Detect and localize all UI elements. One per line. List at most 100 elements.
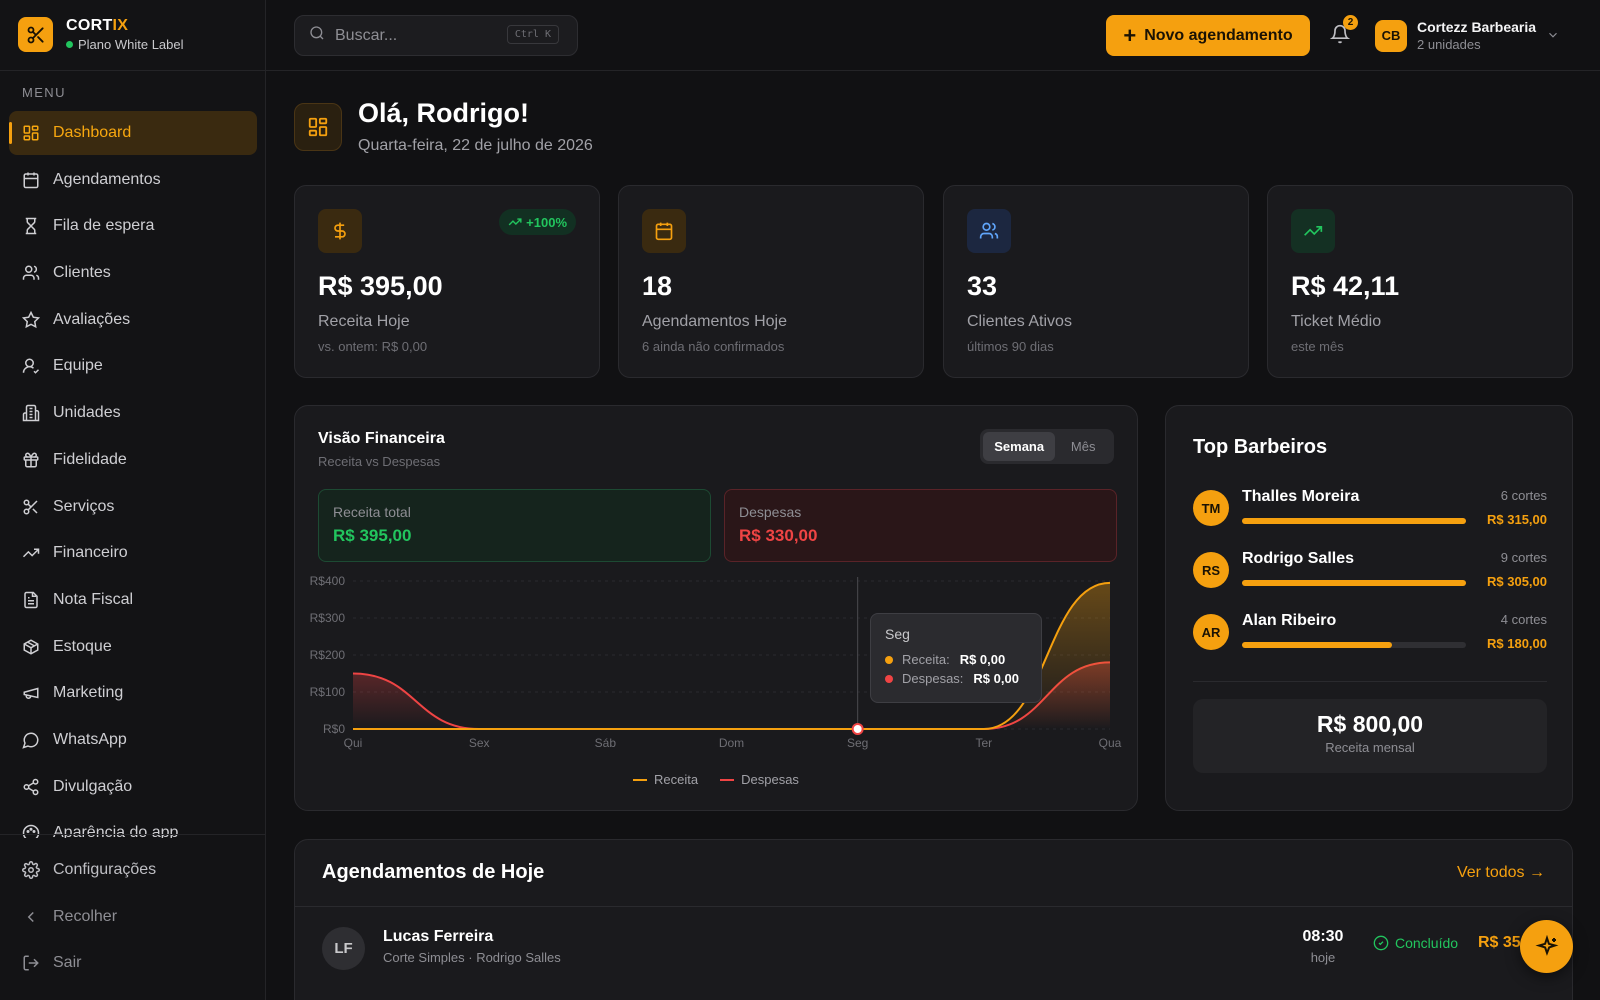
- monthly-revenue-box: R$ 800,00 Receita mensal: [1193, 699, 1547, 773]
- x-tick-label: Seg: [847, 736, 868, 750]
- summary-value: R$ 395,00: [333, 526, 412, 545]
- stat-sub: 6 ainda não confirmados: [642, 339, 785, 354]
- toggle-month[interactable]: Mês: [1070, 439, 1096, 454]
- progress-track: [1242, 642, 1466, 648]
- sidebar-item-label: Fidelidade: [53, 450, 127, 468]
- account-name: Cortezz Barbearia: [1417, 19, 1537, 35]
- progress-fill: [1242, 518, 1466, 524]
- sidebar-item-fila-de-espera[interactable]: Fila de espera: [9, 204, 257, 248]
- monthly-revenue-value: R$ 800,00: [1316, 711, 1424, 737]
- new-appointment-button[interactable]: + Novo agendamento: [1106, 15, 1310, 56]
- stat-label: Agendamentos Hoje: [642, 313, 787, 330]
- sidebar-item-whatsapp[interactable]: WhatsApp: [9, 718, 257, 762]
- chevron-down-icon[interactable]: [1546, 28, 1560, 47]
- legend-item-expenses[interactable]: Despesas: [720, 772, 799, 787]
- divider: [0, 70, 266, 71]
- ai-assistant-button[interactable]: [1520, 920, 1573, 973]
- barber-row[interactable]: TM Thalles Moreira 6 cortes R$ 315,00: [1193, 488, 1547, 534]
- page-title: Olá, Rodrigo!: [358, 98, 529, 128]
- stat-value: R$ 395,00: [318, 271, 443, 301]
- sidebar-item-nota-fiscal[interactable]: Nota Fiscal: [9, 578, 257, 622]
- stat-value: 18: [642, 271, 673, 301]
- sidebar-item-clientes[interactable]: Clientes: [9, 251, 257, 295]
- sidebar-item-avaliacoes[interactable]: Avaliações: [9, 298, 257, 342]
- megaphone-icon: [22, 684, 40, 702]
- search-input[interactable]: [335, 26, 505, 45]
- scissors-icon: [22, 498, 40, 516]
- calendar-icon: [642, 209, 686, 253]
- appointment-day: hoje: [1310, 950, 1336, 965]
- hourglass-icon: [22, 217, 40, 235]
- expense-summary: Despesas R$ 330,00: [724, 489, 1117, 562]
- barber-cuts: 9 cortes: [1500, 550, 1547, 565]
- sidebar-item-label: Avaliações: [53, 310, 131, 328]
- monthly-revenue-label: Receita mensal: [1325, 740, 1415, 755]
- sidebar-item-configuracoes[interactable]: Configurações: [9, 848, 257, 892]
- sidebar-item-label: Financeiro: [53, 544, 128, 562]
- legend-item-revenue[interactable]: Receita: [633, 772, 698, 787]
- y-tick-label: R$300: [310, 611, 346, 625]
- plus-icon: +: [1123, 22, 1137, 48]
- sparkles-icon: [1534, 934, 1558, 956]
- sidebar-item-financeiro[interactable]: Financeiro: [9, 531, 257, 575]
- search-shortcut-hint: Ctrl K: [506, 25, 559, 44]
- dashboard-icon: [294, 103, 342, 151]
- sidebar-bottom: Configurações Recolher Sair: [0, 834, 266, 988]
- plan-label: Plano White Label: [66, 37, 184, 52]
- sidebar-nav: Dashboard Agendamentos Fila de espera Cl…: [9, 111, 257, 838]
- sidebar-item-marketing[interactable]: Marketing: [9, 671, 257, 715]
- barber-name: Thalles Moreira: [1242, 488, 1360, 505]
- barber-name: Alan Ribeiro: [1242, 612, 1337, 629]
- avatar: RS: [1193, 552, 1229, 588]
- sidebar-item-label: Nota Fiscal: [53, 590, 134, 608]
- x-tick-label: Ter: [975, 736, 992, 750]
- collapse-sidebar-button[interactable]: Recolher: [9, 895, 257, 939]
- divider: [295, 906, 1572, 907]
- panel-title: Visão Financeira: [318, 430, 445, 447]
- stat-sub: vs. ontem: R$ 0,00: [318, 339, 428, 354]
- sidebar-item-dashboard[interactable]: Dashboard: [9, 111, 257, 155]
- trending-up-icon: [508, 218, 522, 226]
- barber-row[interactable]: RS Rodrigo Salles 9 cortes R$ 305,00: [1193, 550, 1547, 596]
- finance-chart[interactable]: R$0 R$100 R$200 R$300 R$400 Qui Sex Sáb Dom Seg Te…: [295, 571, 1139, 761]
- sidebar-item-unidades[interactable]: Unidades: [9, 391, 257, 435]
- top-barbers-panel: Top Barbeiros TM Thalles Moreira 6 corte…: [1165, 405, 1573, 811]
- sidebar-item-equipe[interactable]: Equipe: [9, 344, 257, 388]
- account-menu[interactable]: CB Cortezz Barbearia 2 unidades: [1375, 19, 1536, 52]
- stat-card-active-clients: 33 Clientes Ativos últimos 90 dias: [943, 185, 1249, 378]
- page-date: Quarta-feira, 22 de julho de 2026: [358, 137, 593, 154]
- x-tick-label: Sex: [469, 736, 490, 750]
- progress-track: [1242, 518, 1466, 524]
- brand[interactable]: CORTIX Plano White Label: [18, 17, 184, 52]
- barber-row[interactable]: AR Alan Ribeiro 4 cortes R$ 180,00: [1193, 612, 1547, 658]
- avatar: LF: [322, 927, 365, 970]
- search-icon: [309, 25, 325, 46]
- series-line-receita: [352, 581, 1111, 730]
- search-box[interactable]: Ctrl K: [294, 15, 578, 56]
- sidebar-item-estoque[interactable]: Estoque: [9, 625, 257, 669]
- appointment-row[interactable]: LF Lucas Ferreira Corte Simples · Rodrig…: [295, 907, 1572, 987]
- barber-amount: R$ 305,00: [1487, 574, 1547, 589]
- bell-icon[interactable]: [1329, 24, 1352, 46]
- sidebar-item-label: Marketing: [53, 684, 124, 702]
- stat-card-revenue: +100% R$ 395,00 Receita Hoje vs. ontem: …: [294, 185, 600, 378]
- sidebar-item-agendamentos[interactable]: Agendamentos: [9, 158, 257, 202]
- see-all-link[interactable]: Ver todos →: [1456, 864, 1545, 881]
- avatar: CB: [1375, 19, 1407, 52]
- sidebar-item-label: Divulgação: [53, 777, 133, 795]
- divider: [1193, 681, 1547, 682]
- y-tick-label: R$200: [310, 648, 346, 662]
- x-tick-label: Dom: [719, 736, 744, 750]
- y-tick-label: R$0: [323, 722, 345, 736]
- user-check-icon: [22, 357, 40, 375]
- sidebar-item-label: WhatsApp: [53, 730, 127, 748]
- toggle-week[interactable]: Semana: [983, 432, 1056, 461]
- sidebar-item-servicos[interactable]: Serviços: [9, 485, 257, 529]
- sidebar-item-fidelidade[interactable]: Fidelidade: [9, 438, 257, 482]
- chart-tooltip: Seg Receita: R$ 0,00 Despesas: R$ 0,00: [870, 613, 1042, 703]
- users-icon: [22, 264, 40, 282]
- stat-value: R$ 42,11: [1291, 271, 1400, 301]
- sidebar-item-divulgacao[interactable]: Divulgação: [9, 765, 257, 809]
- logout-button[interactable]: Sair: [9, 941, 257, 985]
- y-tick-label: R$100: [310, 685, 346, 699]
